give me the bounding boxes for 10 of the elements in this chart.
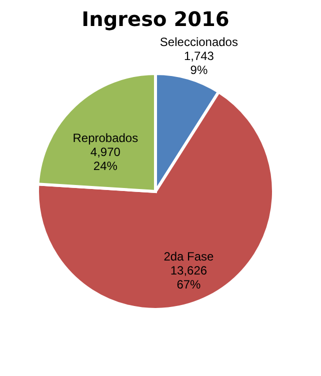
slice-label: 2da Fase <box>164 250 214 264</box>
text: 24% <box>93 159 118 174</box>
text: 4,970 <box>90 145 120 160</box>
chart-title: Ingreso 2016 <box>82 6 230 31</box>
text: 9% <box>190 62 208 77</box>
text: 1,743 <box>184 48 214 63</box>
slice-label: Seleccionados <box>160 34 238 49</box>
text: 67% <box>176 278 201 292</box>
slice-label: Reprobados <box>72 131 138 146</box>
text: 13,626 <box>170 264 208 278</box>
